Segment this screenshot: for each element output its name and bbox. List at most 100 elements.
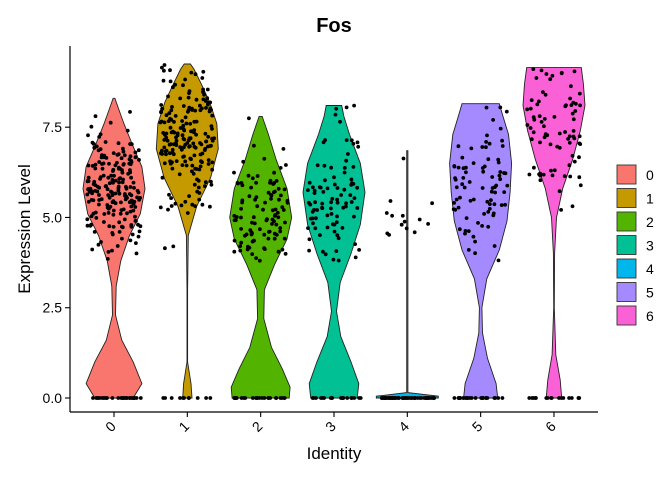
- point-0: [100, 166, 105, 171]
- point-2: [278, 226, 283, 230]
- point-1: [201, 69, 206, 74]
- point-2: [265, 217, 269, 222]
- point-6: [539, 68, 544, 73]
- point-1: [173, 82, 178, 87]
- point-2: [239, 206, 244, 211]
- point-5: [461, 396, 466, 400]
- point-0: [106, 211, 111, 215]
- point-4: [399, 222, 404, 227]
- point-0: [97, 193, 101, 197]
- point-0: [103, 140, 108, 144]
- point-3: [325, 213, 330, 218]
- point-0: [132, 396, 136, 400]
- legend-swatch-5: [616, 282, 637, 302]
- point-0: [111, 208, 116, 213]
- point-6: [569, 84, 573, 89]
- point-1: [168, 125, 173, 130]
- point-3: [332, 182, 337, 187]
- point-1: [188, 121, 193, 126]
- point-0: [133, 150, 138, 155]
- point-2: [233, 218, 238, 223]
- point-0: [117, 165, 121, 170]
- point-1: [187, 136, 192, 141]
- x-tick-label: 0: [102, 418, 119, 435]
- point-6: [568, 96, 572, 101]
- x-tick-label: 1: [175, 418, 192, 435]
- point-0: [105, 187, 110, 192]
- violin-3: [302, 105, 366, 399]
- point-1: [162, 68, 166, 73]
- point-1: [166, 119, 171, 123]
- point-5: [492, 202, 497, 207]
- point-3: [355, 140, 360, 145]
- point-6: [534, 76, 539, 80]
- point-2: [232, 396, 237, 400]
- point-1: [181, 123, 186, 128]
- point-1: [171, 85, 175, 90]
- point-5: [471, 197, 476, 202]
- point-5: [500, 138, 504, 143]
- point-1: [193, 72, 198, 77]
- point-2: [239, 240, 244, 245]
- point-6: [525, 107, 530, 112]
- point-3: [353, 255, 358, 260]
- point-0: [121, 162, 126, 167]
- point-2: [269, 196, 273, 201]
- point-4: [403, 396, 407, 400]
- point-1: [187, 144, 192, 149]
- point-6: [567, 140, 572, 145]
- point-3: [319, 396, 323, 400]
- point-0: [102, 212, 107, 216]
- point-0: [85, 223, 90, 228]
- point-5: [498, 177, 503, 182]
- point-5: [461, 176, 466, 180]
- point-6: [564, 103, 568, 108]
- point-0: [100, 396, 104, 400]
- point-6: [576, 396, 581, 400]
- point-3: [311, 185, 315, 190]
- point-2: [251, 238, 256, 243]
- point-5: [491, 213, 496, 218]
- point-3: [342, 166, 347, 170]
- point-0: [134, 241, 138, 246]
- point-3: [330, 396, 334, 400]
- point-4: [384, 211, 389, 215]
- point-0: [101, 173, 106, 178]
- point-2: [235, 181, 240, 185]
- point-3: [307, 248, 311, 253]
- point-3: [323, 178, 327, 183]
- point-1: [170, 166, 175, 171]
- point-5: [492, 396, 497, 400]
- point-1: [194, 97, 199, 102]
- point-4: [388, 199, 393, 203]
- point-2: [270, 217, 275, 222]
- point-3: [351, 141, 356, 146]
- legend-swatch-0: [616, 164, 637, 185]
- legend: 0 1 2 3 4 5 6: [616, 164, 654, 326]
- point-6: [574, 101, 578, 106]
- point-0: [129, 224, 134, 229]
- point-5: [504, 109, 509, 114]
- point-6: [552, 168, 557, 173]
- point-1: [208, 144, 212, 148]
- point-3: [350, 181, 354, 186]
- point-5: [487, 141, 492, 146]
- point-2: [274, 222, 279, 227]
- point-1: [210, 136, 215, 141]
- point-5: [496, 258, 501, 263]
- point-1: [162, 145, 167, 150]
- point-1: [164, 113, 169, 118]
- point-0: [128, 162, 133, 167]
- point-0: [110, 200, 115, 205]
- point-3: [357, 396, 362, 400]
- point-2: [278, 396, 283, 400]
- point-5: [464, 396, 469, 400]
- point-5: [471, 234, 476, 239]
- point-1: [203, 180, 208, 185]
- point-5: [484, 396, 489, 400]
- point-1: [193, 204, 198, 209]
- point-5: [486, 210, 491, 214]
- point-2: [232, 238, 237, 243]
- point-3: [331, 257, 336, 262]
- point-1: [202, 92, 207, 97]
